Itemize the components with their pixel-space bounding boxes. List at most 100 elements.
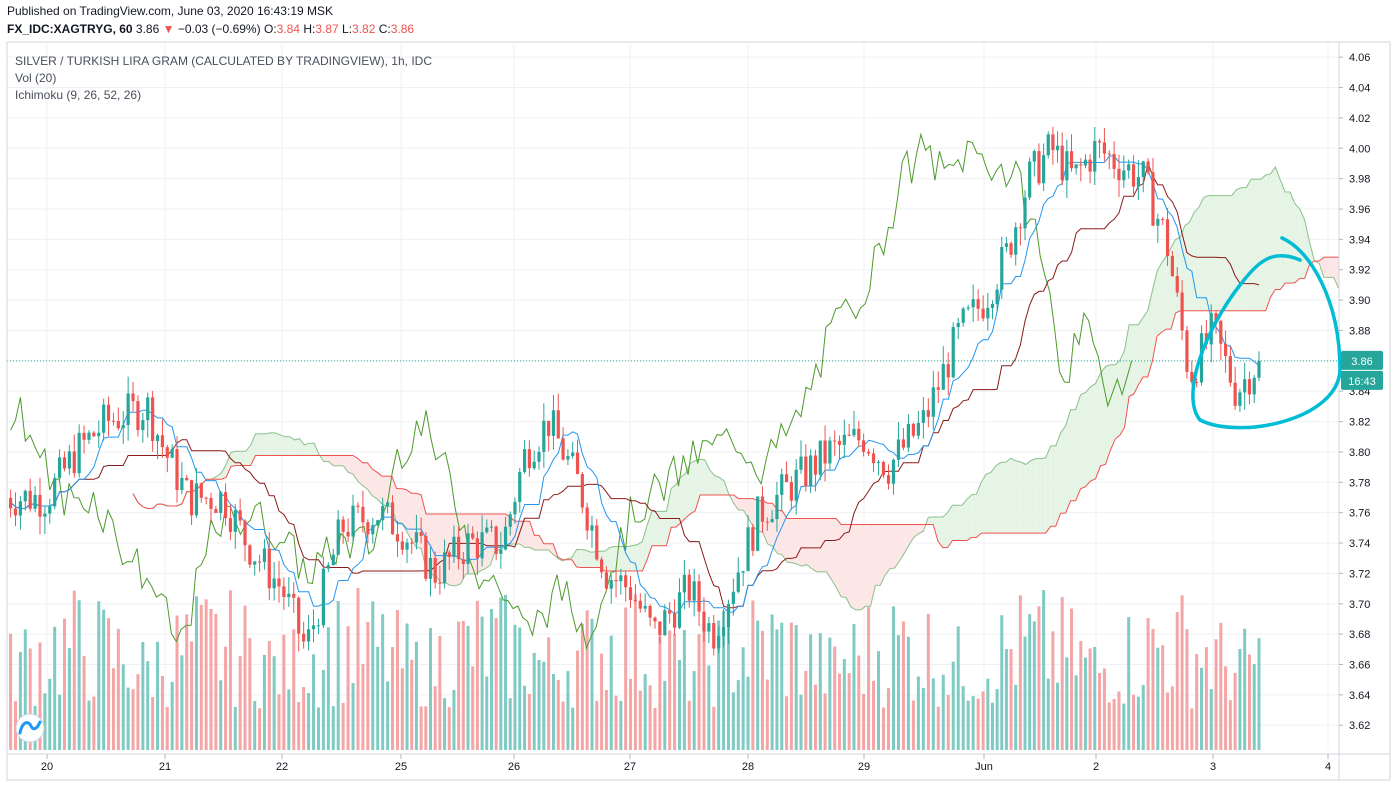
volume-bar (1083, 657, 1087, 750)
candle-body (1151, 172, 1155, 226)
candle-body (471, 533, 475, 539)
volume-bar (561, 701, 565, 750)
candle-body (102, 404, 106, 433)
candle-body (141, 420, 145, 431)
cloud-segment (1203, 195, 1209, 311)
candle-body (580, 474, 584, 508)
volume-bar (405, 623, 409, 750)
last-price-badge (1341, 350, 1383, 370)
candle-body (175, 449, 179, 491)
candle-body (1247, 379, 1252, 395)
cloud-segment (265, 432, 271, 456)
volume-bar (638, 690, 642, 750)
candle-body (376, 520, 380, 526)
cloud-segment (401, 488, 407, 531)
volume-bar (976, 698, 980, 750)
candle-body (609, 580, 613, 589)
volume-bar (990, 702, 994, 750)
cloud-segment (981, 474, 987, 534)
candle-body (1175, 276, 1179, 293)
volume-bar (1088, 648, 1092, 750)
candle-body (410, 542, 414, 544)
time-tick-label: 4 (1325, 761, 1331, 773)
cloud-segment (1251, 179, 1257, 311)
volume-bar (926, 613, 930, 750)
volume-bar (204, 599, 208, 750)
price-tick-label: 3.70 (1349, 599, 1370, 611)
volume-bar (321, 669, 325, 750)
cloud-segment (435, 514, 441, 583)
cloud-segment (1324, 257, 1329, 278)
cloud-segment (899, 524, 905, 561)
candle-body (672, 613, 677, 628)
cloud-segment (1080, 392, 1086, 489)
cloud-segment (821, 518, 827, 572)
candle-body (146, 397, 150, 421)
candles (8, 126, 1261, 656)
close-label: C: (378, 22, 391, 36)
candle-body (67, 451, 71, 469)
volume-bar (410, 659, 414, 750)
candle-body (238, 510, 242, 521)
candle-body (267, 548, 271, 589)
volume-bar (692, 671, 696, 750)
cloud-segment (391, 476, 397, 523)
cloud-segment (738, 498, 744, 511)
volume-bars (4, 588, 1261, 750)
volume-bar (1117, 691, 1121, 750)
candle-body (361, 506, 365, 523)
candle-body (219, 492, 223, 513)
candle-body (1083, 159, 1088, 166)
volume-bar (180, 655, 184, 750)
volume-bar (43, 693, 47, 750)
candle-body (1223, 343, 1228, 357)
candle-body (1074, 164, 1078, 169)
candle-body (941, 364, 945, 390)
candle-body (981, 308, 985, 319)
volume-bar (697, 634, 701, 750)
candle-body (475, 538, 479, 559)
volume-bar (267, 640, 271, 750)
cloud-segment (865, 524, 871, 607)
cloud-segment (1152, 271, 1158, 361)
candle-body (1107, 153, 1111, 155)
candle-body (243, 520, 247, 546)
volume-bar (882, 707, 886, 750)
candle-body (214, 508, 218, 513)
open-label: O: (263, 22, 277, 36)
cloud-segment (976, 482, 982, 538)
volume-bar (961, 686, 965, 750)
candle-body (847, 434, 851, 436)
cloud-segment (1304, 219, 1310, 279)
volume-bar (1132, 694, 1136, 750)
volume-bar (513, 624, 517, 750)
volume-bar (1238, 648, 1242, 750)
cloud-segment (543, 543, 549, 551)
volume-bar (872, 680, 876, 750)
volume-bar (156, 641, 160, 750)
volume-bar (194, 596, 198, 750)
candle-body (442, 552, 447, 584)
volume-bar (77, 600, 81, 750)
volume-bar (87, 700, 91, 750)
candle-body (575, 452, 580, 475)
volume-bar (489, 608, 493, 750)
cloud-segment (1000, 462, 1006, 534)
volume-bar (116, 628, 120, 750)
volume-bar (1060, 597, 1064, 750)
candle-body (1093, 141, 1097, 172)
price-tick-label: 3.64 (1349, 690, 1370, 702)
cloud-segment (889, 524, 895, 569)
volume-bar (886, 688, 890, 750)
time-tick-label: 22 (276, 761, 288, 773)
volume-bar (424, 706, 428, 750)
volume-bar (1004, 649, 1008, 750)
cloud-segment (709, 469, 715, 495)
volume-bar (494, 618, 498, 750)
volume-bar (391, 647, 395, 750)
volume-bar (282, 634, 286, 750)
cloud-segment (1290, 192, 1295, 284)
cloud-segment (1333, 257, 1339, 289)
low-label: L: (342, 22, 353, 36)
